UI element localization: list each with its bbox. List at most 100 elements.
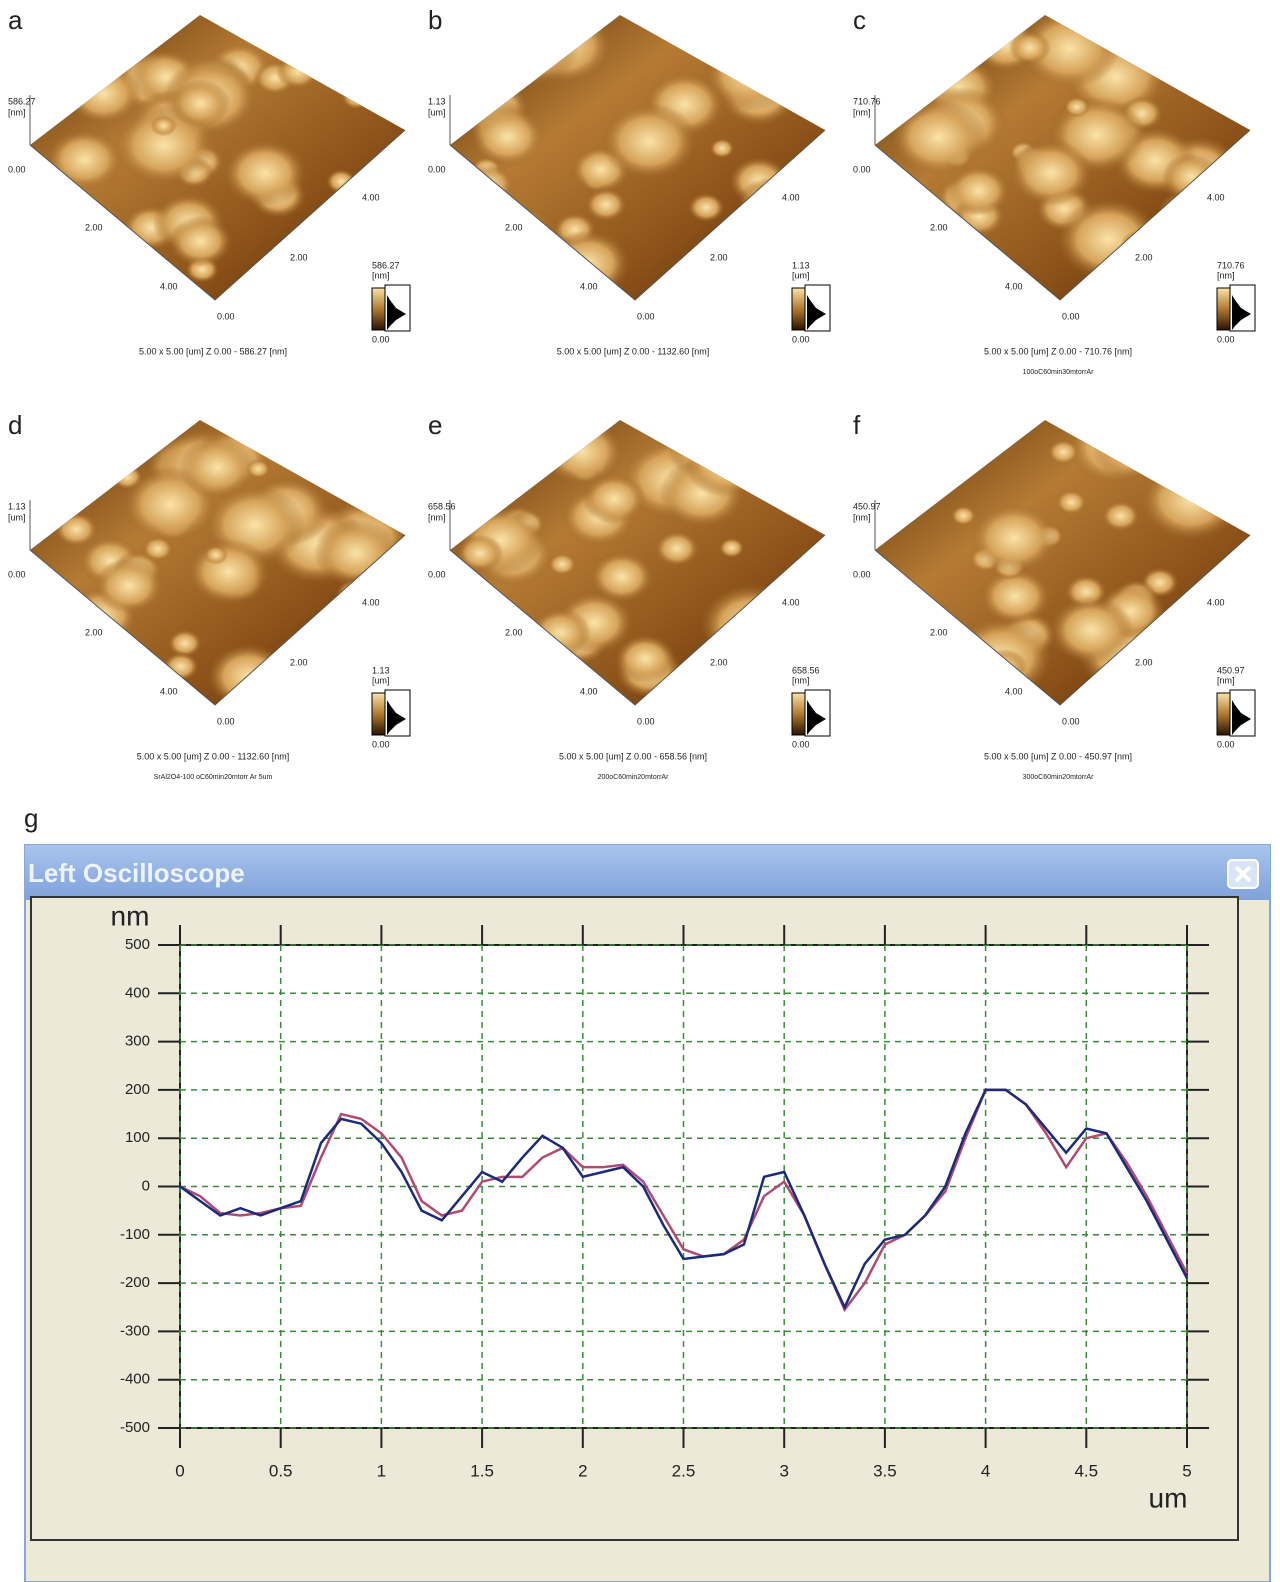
afm-bump xyxy=(169,216,233,267)
origin: 0.00 xyxy=(217,311,235,321)
y-tick-label: -200 xyxy=(120,1274,150,1291)
afm-bump xyxy=(1009,31,1051,64)
caption: 5.00 x 5.00 [um] Z 0.00 - 658.56 [nm] xyxy=(559,751,707,761)
x-tick-label: 5 xyxy=(1182,1461,1191,1480)
z-zero: 0.00 xyxy=(853,164,871,174)
afm-bump xyxy=(515,26,550,54)
afm-bump xyxy=(479,254,538,301)
afm-bump xyxy=(207,644,289,710)
afm-bump xyxy=(465,165,513,204)
colorbar xyxy=(1217,693,1230,735)
afm-bump xyxy=(478,230,531,272)
afm-bump xyxy=(710,138,735,158)
colorbar xyxy=(372,288,385,330)
axis-left: 2.00 xyxy=(85,627,103,637)
scale-min: 0.00 xyxy=(792,739,810,749)
axis-left: 4.00 xyxy=(1005,686,1023,696)
z-top: 710.76 xyxy=(853,96,881,106)
scale-min: 0.00 xyxy=(372,739,390,749)
z-zero: 0.00 xyxy=(428,569,446,579)
axis-right: 4.00 xyxy=(362,597,380,607)
z-unit: [um] xyxy=(8,512,26,522)
scale-unit: [nm] xyxy=(1217,270,1235,280)
z-unit: [nm] xyxy=(428,512,446,522)
y-tick-label: -500 xyxy=(120,1419,150,1436)
scale-max: 1.13 xyxy=(792,260,810,270)
afm-panel: a586.27[nm]0.002.004.000.002.004.00586.2… xyxy=(8,5,410,357)
z-top: 1.13 xyxy=(8,501,26,511)
x-tick-label: 1 xyxy=(377,1461,386,1480)
axis-right: 4.00 xyxy=(1207,192,1225,202)
y-tick-label: 200 xyxy=(125,1081,150,1098)
axis-right: 2.00 xyxy=(1135,252,1153,262)
afm-bump xyxy=(94,558,164,614)
afm-bump xyxy=(1056,490,1087,515)
scale-max: 658.56 xyxy=(792,665,820,675)
note: 300oC60min20mtorrAr xyxy=(1023,774,1094,781)
afm-panel: c710.76[nm]0.002.004.000.002.004.00710.7… xyxy=(853,5,1255,376)
scale-unit: [um] xyxy=(792,270,810,280)
afm-bump xyxy=(306,206,407,287)
axis-left: 4.00 xyxy=(160,686,178,696)
afm-bumps xyxy=(889,8,1245,297)
origin: 0.00 xyxy=(637,311,655,321)
afm-bump xyxy=(951,505,976,525)
z-unit: [nm] xyxy=(853,512,871,522)
afm-panel: b1.13[um]0.002.004.000.002.004.001.13[um… xyxy=(428,5,830,357)
afm-bump xyxy=(889,34,939,74)
x-tick-label: 0.5 xyxy=(269,1461,293,1480)
origin: 0.00 xyxy=(637,716,655,726)
scale-max: 710.76 xyxy=(1217,260,1245,270)
z-zero: 0.00 xyxy=(428,164,446,174)
panel-label: g xyxy=(24,803,38,833)
origin: 0.00 xyxy=(1062,716,1080,726)
afm-bump xyxy=(1009,139,1092,206)
axis-left: 4.00 xyxy=(160,281,178,291)
afm-bump xyxy=(900,250,959,297)
afm-bump xyxy=(1102,501,1140,531)
y-tick-label: 300 xyxy=(125,1033,150,1050)
afm-bump xyxy=(341,85,371,109)
panel-label: d xyxy=(8,410,22,440)
axis-right: 4.00 xyxy=(362,192,380,202)
afm-bump xyxy=(489,13,579,85)
scale-min: 0.00 xyxy=(792,334,810,344)
colorbar xyxy=(1217,288,1230,330)
scale-unit: [nm] xyxy=(372,270,390,280)
note: 100oC60min30mtorrAr xyxy=(1023,369,1094,376)
z-top: 586.27 xyxy=(8,96,36,106)
afm-bump xyxy=(65,63,141,124)
afm-bump xyxy=(1057,198,1160,281)
colorbar xyxy=(792,288,805,330)
note: 200oC60min20mtorrAr xyxy=(598,774,669,781)
axis-right: 2.00 xyxy=(710,252,728,262)
z-top: 658.56 xyxy=(428,501,456,511)
afm-bump xyxy=(151,115,177,136)
z-zero: 0.00 xyxy=(8,164,26,174)
afm-bump xyxy=(347,262,375,284)
afm-bump xyxy=(719,538,744,558)
axis-right: 2.00 xyxy=(290,252,308,262)
afm-bump xyxy=(171,79,231,127)
x-tick-label: 0 xyxy=(175,1461,184,1480)
y-tick-label: -400 xyxy=(120,1371,150,1388)
y-tick-label: -300 xyxy=(120,1322,150,1339)
afm-bump xyxy=(738,422,808,478)
x-tick-label: 4 xyxy=(981,1461,990,1480)
afm-panel: e658.56[nm]0.002.004.000.002.004.00658.5… xyxy=(428,410,830,781)
afm-bump xyxy=(892,610,927,638)
x-tick-label: 3 xyxy=(779,1461,788,1480)
afm-bump xyxy=(487,72,518,97)
x-tick-label: 4.5 xyxy=(1074,1461,1098,1480)
colorbar xyxy=(372,693,385,735)
axis-left: 2.00 xyxy=(505,222,523,232)
x-tick-label: 1.5 xyxy=(470,1461,494,1480)
afm-bump xyxy=(858,409,962,492)
afm-bump xyxy=(685,433,765,497)
caption: 5.00 x 5.00 [um] Z 0.00 - 450.97 [nm] xyxy=(984,751,1132,761)
axis-left: 2.00 xyxy=(85,222,103,232)
axis-right: 4.00 xyxy=(782,597,800,607)
panel-label: a xyxy=(8,5,23,35)
afm-bump xyxy=(585,188,626,221)
afm-bump xyxy=(1049,596,1134,664)
